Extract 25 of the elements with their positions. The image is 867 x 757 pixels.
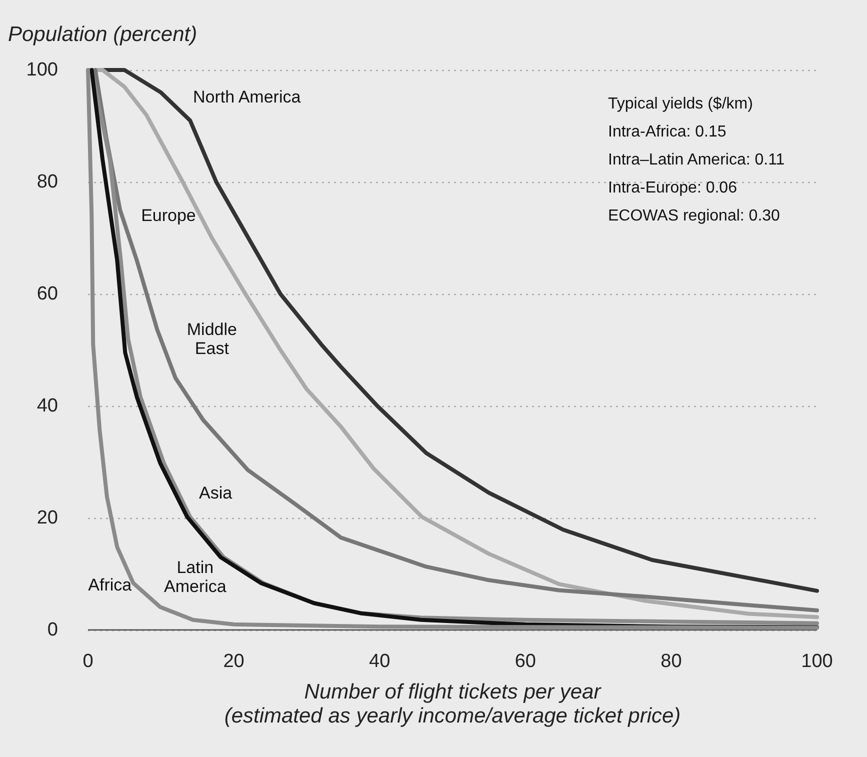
y-tick-label: 100	[26, 60, 58, 80]
x-tick-label: 0	[82, 651, 94, 672]
x-axis-title: Number of flight tickets per year (estimated as yearly income/average ticket price)	[224, 680, 681, 728]
series-label: Europe	[141, 206, 196, 226]
annotation: ECOWAS regional: 0.30	[608, 208, 780, 224]
x-tick-label: 100	[801, 651, 833, 672]
y-tick-label: 0	[47, 620, 58, 640]
x-tick-label: 20	[223, 651, 244, 672]
annotation: Intra–Latin America: 0.11	[608, 152, 785, 168]
series-label: Africa	[88, 576, 132, 595]
series-label: Latin America	[164, 558, 227, 596]
y-tick-label: 20	[36, 508, 58, 528]
series-label: Middle East	[186, 320, 237, 358]
series-label: North America	[192, 87, 302, 106]
annotation: Intra-Africa: 0.15	[608, 124, 726, 140]
y-tick-label: 60	[36, 284, 58, 304]
annotation: Typical yields ($/km)	[608, 96, 753, 112]
y-tick-label: 40	[36, 396, 58, 416]
x-tick-label: 40	[369, 651, 390, 672]
series-label: Asia	[199, 483, 233, 502]
y-tick-label: 80	[36, 172, 58, 192]
y-axis-title: Population (percent)	[8, 23, 198, 46]
x-tick-label: 60	[514, 651, 536, 672]
annotation: Intra-Europe: 0.06	[608, 180, 738, 196]
x-tick-label: 80	[660, 651, 682, 672]
